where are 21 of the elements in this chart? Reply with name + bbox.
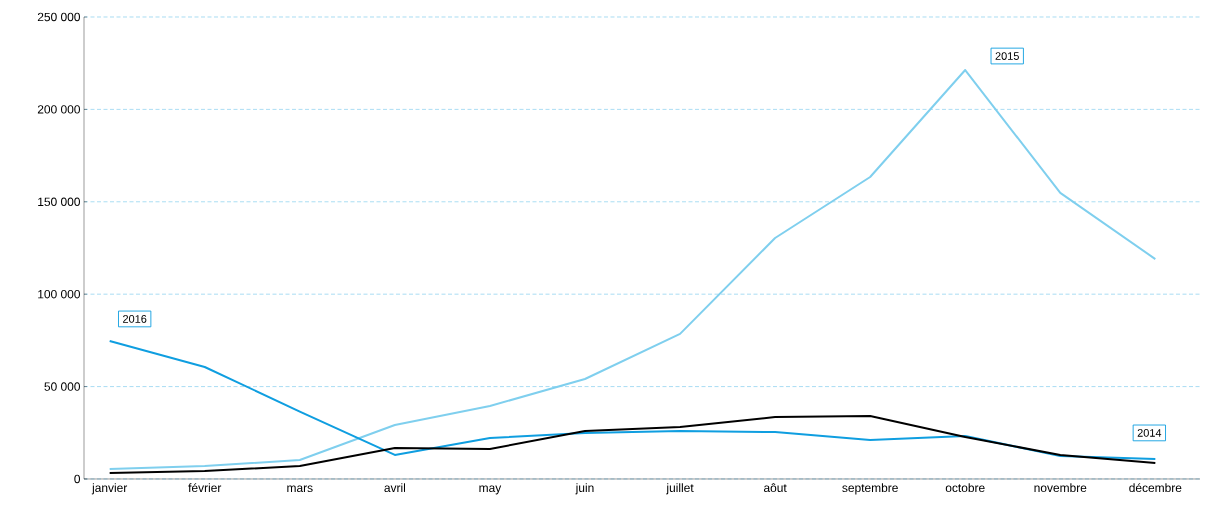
x-tick-label: aôut: [763, 483, 787, 493]
x-tick-label: novembre: [1034, 483, 1087, 493]
x-tick-label: février: [188, 483, 222, 493]
series-label: 2016: [123, 315, 147, 323]
text: 2015: [995, 52, 1019, 60]
y-tick-label: 200 000: [37, 105, 81, 114]
x-tick-label: juin: [575, 483, 594, 495]
x-tick-label: octobre: [945, 483, 985, 493]
x-tick-label: décembre: [1129, 483, 1182, 493]
y-tick-label: 250 000: [37, 12, 81, 22]
x-tick-label: avril: [384, 483, 406, 493]
x-tick-label: juillet: [666, 483, 694, 495]
y-tick-label: 50 000: [44, 382, 81, 391]
y-tick-label: 100 000: [38, 289, 81, 299]
text: 2014: [1137, 429, 1162, 437]
x-tick-label: janvier: [91, 483, 128, 495]
x-tick-label: may: [479, 485, 502, 495]
x-tick-label: mars: [287, 485, 313, 493]
x-tick-label: septembre: [842, 483, 898, 495]
y-tick-label: 0: [74, 474, 81, 484]
y-tick-label: 150 000: [38, 197, 81, 207]
